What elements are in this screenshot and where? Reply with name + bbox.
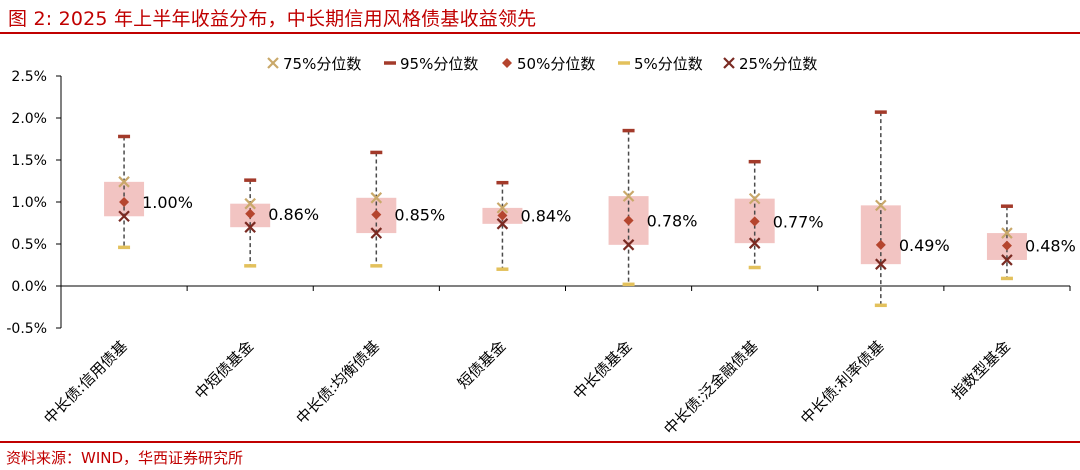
- median-data-label: 0.85%: [394, 206, 445, 225]
- legend-p75-label: 75%分位数: [283, 55, 361, 73]
- y-tick-label: 1.0%: [11, 195, 47, 211]
- legend-p50-label: 50%分位数: [517, 55, 595, 73]
- median-data-label: 0.48%: [1025, 237, 1076, 256]
- p50-marker: [245, 208, 256, 219]
- p75-marker: [370, 192, 383, 204]
- box-plot-chart: -0.5% 0.0% 0.5% 1.0% 1.5% 2.0% 2.5% 1.00% 中长债:信用…: [6, 55, 1076, 438]
- median-data-label: 0.77%: [773, 212, 824, 231]
- y-tick-label: 2.5%: [11, 69, 47, 85]
- p25-marker: [370, 227, 383, 239]
- legend-p75-icon: [267, 57, 279, 69]
- p50-marker: [749, 216, 760, 227]
- p75-marker: [875, 199, 887, 212]
- y-tick-label: -0.5%: [6, 321, 47, 337]
- p50-marker: [497, 210, 508, 221]
- x-category-label: 中长债:均衡债基: [293, 337, 384, 428]
- p25-marker: [622, 239, 635, 251]
- footer-rule: [0, 441, 1080, 443]
- p25-marker: [244, 221, 256, 233]
- p25-marker: [748, 237, 761, 249]
- median-data-label: 0.84%: [520, 206, 571, 225]
- chart-title: 图 2: 2025 年上半年收益分布，中长期信用风格债基收益领先: [8, 8, 537, 30]
- x-category-label: 指数型基金: [948, 337, 1014, 403]
- p75-marker: [496, 202, 509, 214]
- p75-marker: [118, 176, 130, 188]
- p25-marker: [1001, 254, 1013, 266]
- y-tick-label: 2.0%: [11, 111, 47, 127]
- legend-p25-label: 25%分位数: [739, 55, 817, 73]
- legend-p95-label: 95%分位数: [400, 55, 478, 73]
- y-tick-label: 1.5%: [11, 153, 47, 169]
- p75-marker: [244, 197, 256, 210]
- median-data-label: 0.78%: [647, 211, 698, 230]
- p50-marker: [119, 197, 130, 207]
- median-data-label: 1.00%: [142, 193, 193, 212]
- x-category-label: 中长债:利率债基: [797, 337, 888, 428]
- p75-marker: [1001, 227, 1013, 239]
- p25-marker: [118, 210, 130, 223]
- x-category-label: 中长债:信用债基: [40, 337, 131, 428]
- p75-marker: [748, 192, 761, 205]
- x-category-label: 中长债:泛金融债基: [660, 337, 761, 438]
- y-tick-label: 0.5%: [11, 237, 47, 253]
- p50-marker: [371, 209, 382, 220]
- x-category-label: 短债基金: [454, 337, 509, 392]
- median-data-label: 0.49%: [899, 236, 950, 255]
- p75-marker: [622, 190, 635, 202]
- legend-p5-label: 5%分位数: [634, 55, 703, 73]
- title-rule: [0, 32, 1080, 34]
- p50-marker: [875, 239, 886, 250]
- legend-p25-icon: [723, 57, 735, 69]
- p25-marker: [875, 258, 887, 270]
- p50-marker: [1001, 240, 1012, 251]
- x-category-label: 中长债基金: [570, 337, 636, 403]
- p50-marker: [623, 215, 634, 226]
- median-data-label: 0.86%: [268, 205, 319, 224]
- y-tick-label: 0.0%: [11, 279, 47, 295]
- source-note: 资料来源：WIND，华西证券研究所: [6, 449, 244, 467]
- legend-p50-icon: [502, 58, 512, 68]
- x-category-label: 中短债基金: [191, 337, 257, 403]
- p25-marker: [496, 218, 509, 230]
